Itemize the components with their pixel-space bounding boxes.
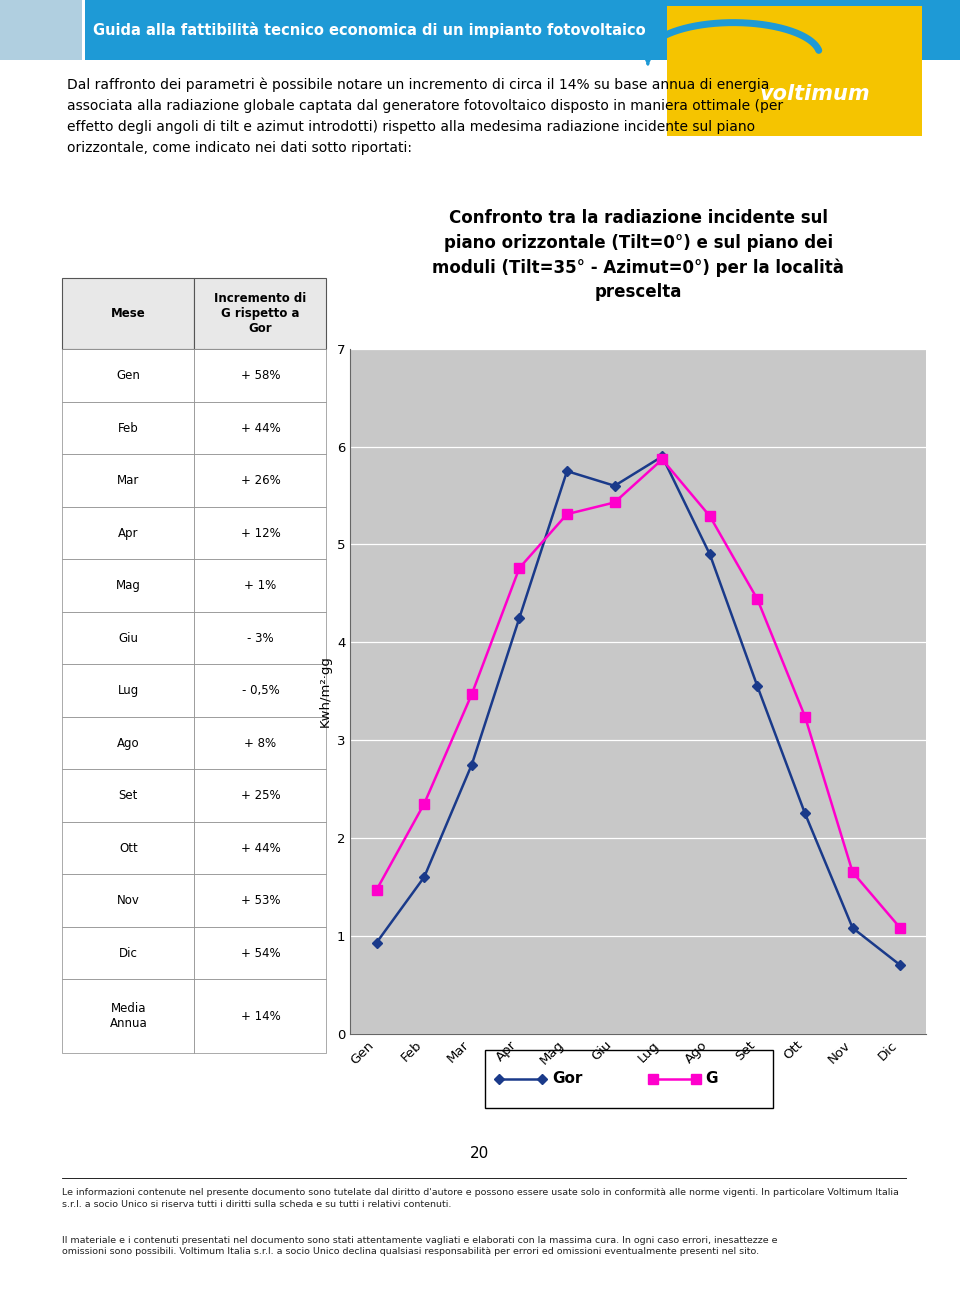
Gor (752, 678, 763, 694)
Text: Le informazioni contenute nel presente documento sono tutelate dal diritto d'aut: Le informazioni contenute nel presente d… (62, 1189, 900, 1209)
Bar (82, 0, 85, 59)
Text: Il materiale e i contenuti presentati nel documento sono stati attentamente vagl: Il materiale e i contenuti presentati ne… (62, 1235, 778, 1256)
G (466, 686, 477, 702)
Gor (657, 448, 668, 464)
G (800, 709, 811, 725)
Text: Confronto tra la radiazione incidente sul
piano orizzontale (Tilt=0°) e sul pian: Confronto tra la radiazione incidente su… (432, 209, 845, 301)
Line: G: G (372, 455, 904, 933)
G (562, 506, 573, 522)
Gor (800, 806, 811, 822)
G (895, 920, 906, 935)
Gor (371, 935, 382, 951)
Line: Gor: Gor (372, 452, 904, 969)
Gor (514, 610, 525, 625)
G (419, 796, 430, 811)
Gor (895, 957, 906, 973)
Text: Guida alla fattibilità tecnico economica di un impianto fotovoltaico: Guida alla fattibilità tecnico economica… (93, 22, 646, 37)
Gor (704, 547, 715, 562)
G (514, 561, 525, 576)
Bar (0, 0, 82, 59)
Text: 20: 20 (470, 1146, 490, 1160)
G (609, 495, 620, 510)
G (371, 882, 382, 898)
Text: G: G (706, 1071, 718, 1087)
G (657, 452, 668, 468)
G (752, 592, 763, 607)
Text: Dal raffronto dei parametri è possibile notare un incremento di circa il 14% su : Dal raffronto dei parametri è possibile … (67, 78, 783, 155)
Y-axis label: Kwh/m²·gg: Kwh/m²·gg (319, 655, 331, 727)
Gor (609, 478, 620, 494)
G (704, 508, 715, 523)
Gor (466, 757, 477, 773)
G (847, 864, 858, 880)
Text: Gor: Gor (552, 1071, 583, 1087)
Text: voltimum: voltimum (759, 84, 870, 105)
Gor (419, 870, 430, 885)
Gor (847, 920, 858, 935)
Bar (485, 1049, 773, 1107)
Gor (562, 464, 573, 479)
